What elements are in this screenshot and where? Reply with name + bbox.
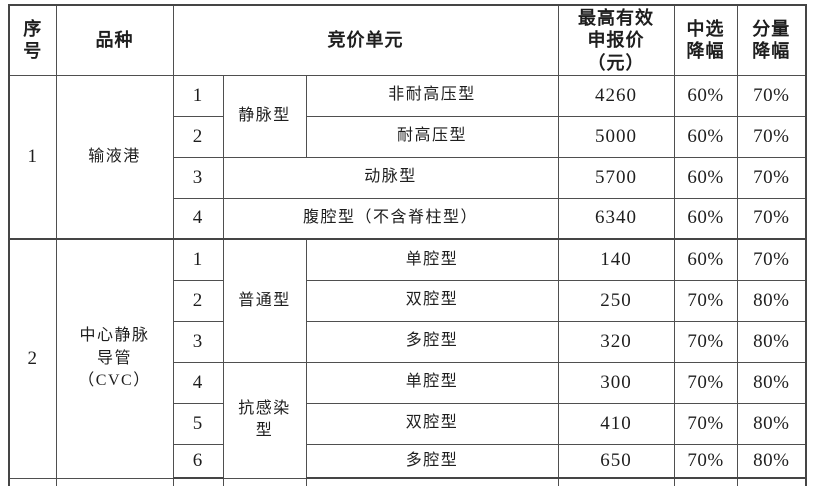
cell-win-reduction: 60% bbox=[673, 238, 738, 281]
cell-price: 140 bbox=[557, 238, 675, 281]
cell-win-reduction: 70% bbox=[673, 443, 738, 479]
cell-subno: 1 bbox=[172, 74, 224, 117]
table-row: 5 双腔型 410 70% 80% bbox=[9, 402, 807, 445]
cell-win-reduction: 60% bbox=[673, 197, 738, 240]
header-row: 序 号 品种 竞价单元 最高有效 申报价 （元） 中选 降幅 分量 降幅 bbox=[8, 4, 807, 76]
cell-subno: 6 bbox=[172, 443, 224, 479]
cropped-cell bbox=[673, 477, 738, 486]
cell-volume-reduction: 70% bbox=[736, 115, 807, 158]
cropped-cell bbox=[305, 477, 559, 486]
cell-price: 6340 bbox=[557, 197, 675, 240]
cell-subno: 4 bbox=[172, 361, 224, 404]
cell-group: 普通型 bbox=[222, 238, 307, 363]
table-row: 2 耐高压型 5000 60% 70% bbox=[9, 115, 807, 158]
cell-win-reduction: 70% bbox=[673, 320, 738, 363]
table-row: 3 动脉型 5700 60% 70% bbox=[9, 156, 807, 199]
cell-variety: 输液港 bbox=[55, 74, 174, 240]
header-max-price: 最高有效 申报价 （元） bbox=[557, 4, 675, 76]
cell-volume-reduction: 80% bbox=[736, 443, 807, 479]
cropped-table-row bbox=[8, 477, 807, 486]
cell-volume-reduction: 80% bbox=[736, 361, 807, 404]
cell-subno: 2 bbox=[172, 279, 224, 322]
cell-price: 320 bbox=[557, 320, 675, 363]
cell-win-reduction: 60% bbox=[673, 74, 738, 117]
cell-type: 腹腔型（不含脊柱型） bbox=[222, 197, 559, 240]
cell-win-reduction: 70% bbox=[673, 361, 738, 404]
cropped-cell bbox=[736, 477, 807, 486]
cell-price: 300 bbox=[557, 361, 675, 404]
cell-volume-reduction: 80% bbox=[736, 279, 807, 322]
cell-type: 双腔型 bbox=[305, 402, 559, 445]
cell-volume-reduction: 70% bbox=[736, 197, 807, 240]
cell-seq: 1 bbox=[8, 74, 57, 240]
cell-subno: 1 bbox=[172, 238, 224, 281]
table-row: 3 多腔型 320 70% 80% bbox=[9, 320, 807, 363]
table-row: 2 双腔型 250 70% 80% bbox=[9, 279, 807, 322]
cell-subno: 4 bbox=[172, 197, 224, 240]
header-seq: 序 号 bbox=[8, 4, 57, 76]
cell-type: 双腔型 bbox=[305, 279, 559, 322]
cell-subno: 3 bbox=[172, 156, 224, 199]
cell-seq: 2 bbox=[8, 238, 57, 479]
cell-group: 抗感染 型 bbox=[222, 361, 307, 479]
header-variety: 品种 bbox=[55, 4, 174, 76]
cell-win-reduction: 70% bbox=[673, 279, 738, 322]
cell-variety: 中心静脉 导管 （CVC） bbox=[55, 238, 174, 479]
cell-type: 单腔型 bbox=[305, 361, 559, 404]
cell-volume-reduction: 70% bbox=[736, 74, 807, 117]
cell-type: 动脉型 bbox=[222, 156, 559, 199]
cell-subno: 5 bbox=[172, 402, 224, 445]
cell-type: 耐高压型 bbox=[305, 115, 559, 158]
table-row: 1 输液港 1 静脉型 非耐高压型 4260 60% 70% bbox=[8, 74, 807, 240]
cropped-cell bbox=[557, 477, 675, 486]
table-row: 2 中心静脉 导管 （CVC） 1 普通型 单腔型 140 60% 70% bbox=[8, 238, 807, 479]
cell-price: 5700 bbox=[557, 156, 675, 199]
cell-volume-reduction: 80% bbox=[736, 402, 807, 445]
table-row: 4 腹腔型（不含脊柱型） 6340 60% 70% bbox=[9, 197, 807, 240]
header-win-reduction: 中选 降幅 bbox=[673, 4, 738, 76]
cell-price: 250 bbox=[557, 279, 675, 322]
cell-price: 4260 bbox=[557, 74, 675, 117]
table-row: 6 多腔型 650 70% 80% bbox=[9, 443, 807, 479]
cropped-cell bbox=[222, 477, 307, 486]
bidding-price-table: 序 号 品种 竞价单元 最高有效 申报价 （元） 中选 降幅 分量 降幅 1 输… bbox=[8, 4, 807, 486]
header-volume-reduction: 分量 降幅 bbox=[736, 4, 807, 76]
cell-group: 静脉型 bbox=[222, 74, 307, 158]
cell-volume-reduction: 70% bbox=[736, 156, 807, 199]
cropped-cell bbox=[172, 477, 224, 486]
cell-price: 650 bbox=[557, 443, 675, 479]
cell-win-reduction: 70% bbox=[673, 402, 738, 445]
cropped-cell bbox=[8, 477, 57, 486]
cell-price: 410 bbox=[557, 402, 675, 445]
header-bidding-unit: 竞价单元 bbox=[172, 4, 559, 76]
cell-win-reduction: 60% bbox=[673, 115, 738, 158]
cell-price: 5000 bbox=[557, 115, 675, 158]
cell-type: 多腔型 bbox=[305, 443, 559, 479]
cell-type: 多腔型 bbox=[305, 320, 559, 363]
cell-type: 单腔型 bbox=[305, 238, 559, 281]
cropped-text-fragments bbox=[309, 482, 556, 486]
cell-type: 非耐高压型 bbox=[305, 74, 559, 117]
cell-volume-reduction: 70% bbox=[736, 238, 807, 281]
cell-volume-reduction: 80% bbox=[736, 320, 807, 363]
cell-subno: 3 bbox=[172, 320, 224, 363]
cell-subno: 2 bbox=[172, 115, 224, 158]
cell-win-reduction: 60% bbox=[673, 156, 738, 199]
cropped-cell bbox=[55, 477, 174, 486]
